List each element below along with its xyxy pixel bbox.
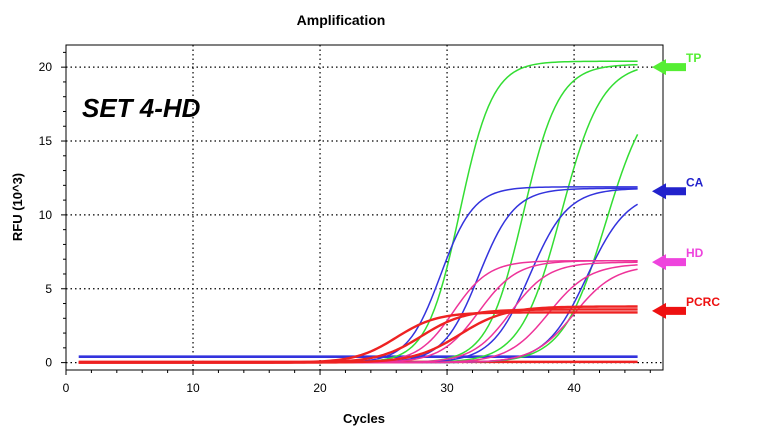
x-tick-label: 20 [313, 381, 327, 395]
marker-label-pcrc: PCRC [686, 295, 720, 309]
set-annotation: SET 4-HD [82, 93, 201, 123]
x-axis-label: Cycles [343, 411, 385, 426]
x-tick-label: 0 [63, 381, 70, 395]
marker-arrow-ca [652, 183, 686, 200]
group-markers: TP CA HD PCRC [652, 51, 720, 319]
x-tick-label: 40 [567, 381, 581, 395]
curve-hd [78, 264, 638, 364]
y-tick-label: 10 [39, 208, 53, 222]
plot-frame [65, 44, 664, 371]
marker-label-ca: CA [686, 175, 704, 189]
curve-hd [78, 268, 638, 364]
y-tick-label: 0 [45, 356, 52, 370]
marker-arrow-tp [652, 59, 686, 76]
marker-arrow-pcrc [652, 302, 686, 319]
axis-ticks: 0 10 20 30 40 0 5 10 15 20 [39, 51, 651, 395]
x-tick-label: 30 [440, 381, 454, 395]
x-tick-label: 10 [186, 381, 200, 395]
marker-label-tp: TP [686, 51, 701, 65]
curve-pcrc [78, 311, 638, 364]
y-tick-label: 5 [45, 282, 52, 296]
marker-arrow-hd [652, 254, 686, 271]
amplification-curves [78, 60, 639, 364]
y-axis-label: RFU (10^3) [10, 173, 25, 241]
chart-title: Amplification [297, 12, 386, 28]
curve-tp [78, 134, 639, 364]
y-tick-label: 15 [39, 134, 53, 148]
y-tick-label: 20 [39, 60, 53, 74]
marker-label-hd: HD [686, 246, 704, 260]
curve-pcrc [78, 305, 638, 364]
